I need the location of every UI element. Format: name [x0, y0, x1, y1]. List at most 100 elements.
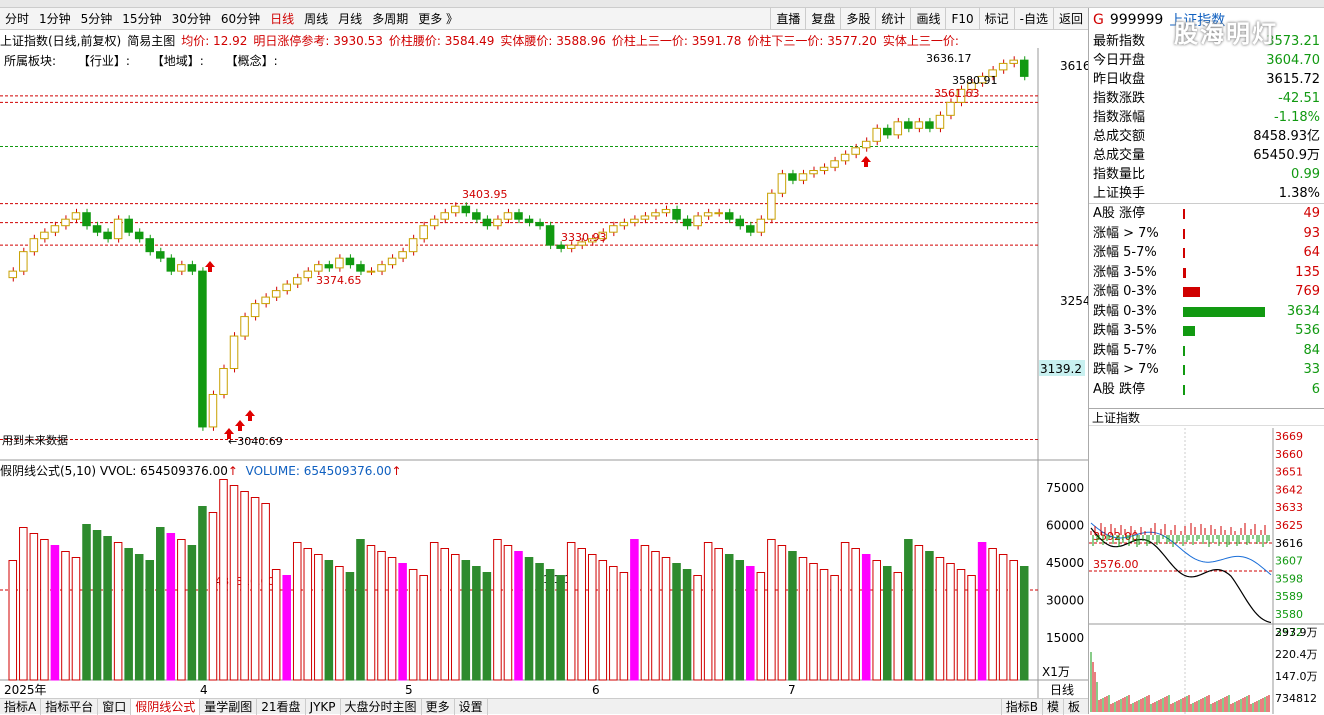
mini-price-tick: 3633 [1275, 501, 1303, 514]
bottom-right-tab-0[interactable]: 指标B [1000, 699, 1042, 715]
bottom-tab-5[interactable]: 21看盘 [257, 698, 306, 715]
volume-bar [419, 575, 428, 681]
quote-row: 指数量比 0.99 [1089, 165, 1324, 184]
breadth-bar [1183, 248, 1185, 258]
candle-body [672, 208, 681, 220]
volume-bar [387, 557, 397, 681]
quote-value: 65450.9万 [1253, 148, 1320, 163]
candle-body [851, 147, 860, 155]
period-tab-7[interactable]: 周线 [304, 11, 329, 26]
volume-bar [134, 554, 144, 681]
mini-price-tick: 3669 [1275, 430, 1303, 443]
volume-bar [830, 575, 839, 681]
current-price-tag: 3139.2 [1040, 362, 1082, 376]
volume-bar [8, 560, 18, 681]
bottom-tab-1[interactable]: 指标平台 [41, 698, 99, 715]
board-bar: 所属板块: 【行业】: 【地域】: 【概念】: [4, 52, 296, 69]
quote-row: 最新指数 3573.21 [1089, 32, 1324, 51]
future-data-note: 用到未来数据 [2, 433, 68, 447]
toolbar-button-8[interactable]: 返回 [1052, 8, 1088, 30]
price-tick-label: 3616 [1060, 59, 1088, 73]
volume-bar [398, 563, 407, 681]
breadth-bar [1183, 267, 1187, 278]
volume-label: VOLUME: 654509376.00 [245, 464, 392, 478]
toolbar-button-4[interactable]: 画线 [910, 8, 945, 30]
mini-volume-tick: 147.0万 [1275, 670, 1318, 683]
volume-bar [777, 545, 787, 681]
toolbar-button-1[interactable]: 复盘 [805, 8, 840, 30]
toolbar-button-0[interactable]: 直播 [770, 8, 805, 30]
bottom-right-tab-2[interactable]: 板 [1062, 699, 1084, 715]
quote-row: 总成交量 65450.9万 [1089, 146, 1324, 165]
volume-bar [609, 566, 618, 681]
mini-chart-title: 上证指数 [1089, 408, 1324, 426]
mini-volume-tick: 220.4万 [1275, 648, 1318, 661]
bottom-tab-7[interactable]: 大盘分时主图 [341, 698, 422, 715]
region-label[interactable]: 【地域】: [151, 54, 204, 68]
candle-body [777, 173, 787, 194]
volume-bar [872, 560, 881, 681]
candle-body [429, 218, 439, 227]
bottom-tab-8[interactable]: 更多 [422, 698, 455, 715]
board-label: 所属板块: [4, 54, 57, 68]
stock-name[interactable]: 上证指数 [1169, 13, 1226, 29]
buy-arrow-icon [861, 156, 871, 167]
period-tab-8[interactable]: 月线 [338, 11, 363, 26]
period-tab-9[interactable]: 多周期 [372, 11, 409, 26]
quote-row: 指数涨跌 -42.51 [1089, 89, 1324, 108]
kline-chart[interactable]: 3616 3254 3139.2 3636.17 ←3040.69 3403.95 3374… [0, 48, 1088, 698]
quote-row: 上证换手 1.38% [1089, 184, 1324, 203]
volume-bar [29, 533, 39, 681]
bottom-tab-3[interactable]: 假阴线公式 [131, 698, 201, 715]
period-tab-10[interactable]: 更多 》 [418, 11, 459, 26]
bottom-right-tab-1[interactable]: 模 [1041, 699, 1063, 715]
volume-bar [377, 551, 386, 681]
bottom-tab-6[interactable]: JYKP [306, 698, 341, 715]
toolbar-button-2[interactable]: 多股 [840, 8, 875, 30]
waist-price: 价柱腰价: 3584.49 [388, 33, 495, 48]
period-tab-1[interactable]: 1分钟 [39, 11, 71, 26]
toolbar-button-7[interactable]: -自选 [1013, 8, 1053, 30]
buy-arrow-icon [235, 420, 245, 431]
breadth-bar [1183, 306, 1265, 317]
toolbar-button-5[interactable]: F10 [945, 8, 978, 30]
quote-label: 最新指数 [1093, 34, 1146, 49]
volume-bar [461, 560, 471, 681]
candle-body [946, 101, 955, 116]
candle-body [545, 225, 555, 246]
period-tab-5[interactable]: 60分钟 [220, 11, 261, 26]
volume-bar [577, 548, 586, 681]
concept-label[interactable]: 【概念】: [225, 54, 278, 68]
period-tab-6[interactable]: 日线 [270, 11, 295, 26]
mini-intraday-chart[interactable]: 3669 3660 3651 3642 3633 3625 3616 3607 3598 3589… [1089, 428, 1324, 714]
breadth-bar [1183, 326, 1196, 336]
candle-body [861, 140, 871, 149]
period-tab-0[interactable]: 分时 [5, 11, 30, 26]
main-chart-mode-button[interactable]: 简易主图 [127, 33, 176, 48]
bottom-tab-2[interactable]: 窗口 [98, 698, 132, 715]
candle-body [40, 231, 49, 240]
annotation-level: 3330.93 [561, 231, 607, 244]
candle-body [609, 225, 618, 233]
volume-bar [482, 572, 492, 681]
candle-body [651, 212, 660, 217]
bottom-tab-9[interactable]: 设置 [455, 698, 488, 715]
volume-bar [314, 554, 323, 681]
bottom-tab-4[interactable]: 量学副图 [200, 698, 258, 715]
period-tab-3[interactable]: 15分钟 [122, 11, 162, 26]
volume-bar [756, 572, 766, 681]
volume-bar [1009, 560, 1018, 681]
chart-title: 上证指数(日线,前复权) [0, 33, 122, 48]
volume-bar [798, 557, 808, 681]
toolbar-button-3[interactable]: 统计 [875, 8, 910, 30]
period-tab-4[interactable]: 30分钟 [171, 11, 211, 26]
breadth-bar [1183, 345, 1185, 356]
bottom-tab-0[interactable]: 指标A [0, 698, 42, 715]
volume-bar [198, 506, 207, 681]
toolbar-button-6[interactable]: 标记 [978, 8, 1014, 30]
period-toolbar: 分时 1分钟 5分钟 15分钟 30分钟 60分钟 日线 周线 月线 多周期 更多 》 直播 复盘 多股统… [0, 8, 1088, 30]
volume-bar [303, 548, 313, 681]
industry-label[interactable]: 【行业】: [77, 54, 130, 68]
volume-bar [977, 542, 987, 681]
period-tab-2[interactable]: 5分钟 [80, 11, 113, 26]
